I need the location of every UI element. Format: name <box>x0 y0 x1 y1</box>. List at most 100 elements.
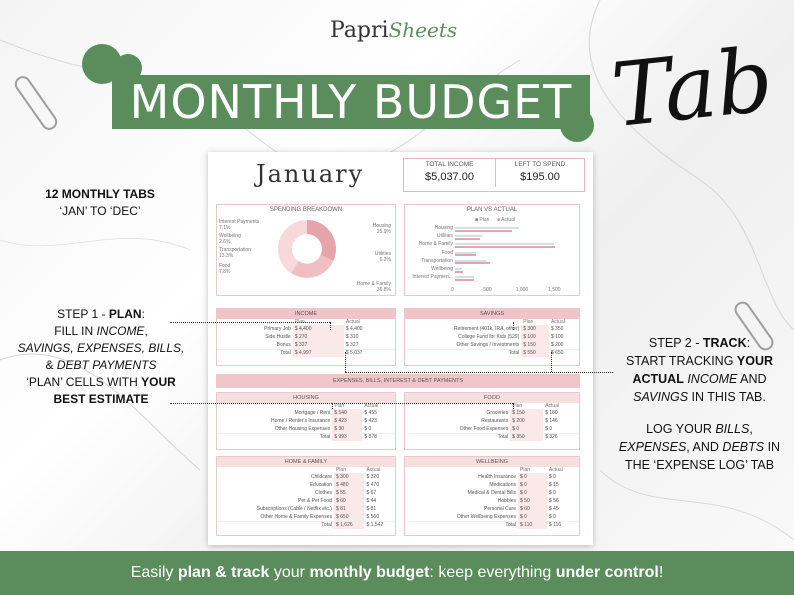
actual-cell[interactable]: $ 116 <box>546 520 579 529</box>
x-tick-label: 1,000 <box>515 287 529 293</box>
column-header: Actual <box>548 467 563 473</box>
savings-header: SAVINGS <box>405 309 579 319</box>
plan-cell[interactable]: $ 0 <box>518 473 547 481</box>
plan-cell[interactable]: $ 110 <box>518 520 547 529</box>
actual-cell[interactable]: $ 310 <box>345 334 359 340</box>
plan-cell[interactable]: $ 327 <box>292 341 344 349</box>
housing-table: Plan Actual Mortgage / Rent $ 540 $ 455 Home … <box>217 403 395 441</box>
bar-plan <box>455 251 477 254</box>
leader-line <box>345 372 613 373</box>
plan-cell[interactable]: $ 300 <box>333 473 365 481</box>
plan-vs-actual-chart: Housing Utilities Home & Family Food Transpo… <box>405 205 581 297</box>
actual-cell[interactable]: $ 44 <box>366 498 377 504</box>
actual-cell[interactable]: $ 0 <box>548 513 556 520</box>
plan-cell[interactable]: $ 550 <box>521 348 549 357</box>
plan-vs-actual-panel: PLAN VS ACTUAL ■ Plan ■ Actual Housing Ut… <box>404 204 580 296</box>
leader-line <box>170 322 330 323</box>
step1-line3: SAVINGS, EXPENSES, BILLS, <box>17 341 185 355</box>
actual-cell[interactable]: $ 67 <box>366 490 377 496</box>
step1-line6: BEST ESTIMATE <box>53 392 149 406</box>
actual-cell[interactable]: $ 650 <box>548 348 579 357</box>
donut-chart <box>278 220 336 278</box>
plan-cell[interactable]: $ 1,626 <box>333 520 365 529</box>
category-label: Utilities <box>436 233 453 240</box>
row-label: Subscriptions (Cable / Netflix etc.) <box>256 506 332 512</box>
actual-cell[interactable]: $ 326 <box>543 432 579 441</box>
plan-cell[interactable]: $ 4,400 <box>292 325 344 333</box>
food-panel: FOOD Plan Actual Groceries $ 150 $ 180 Restau… <box>404 392 580 450</box>
category-label: Wellbeing <box>431 266 453 272</box>
plan-cell[interactable]: $ 60 <box>518 505 547 513</box>
plan-cell[interactable]: $ 0 <box>518 513 547 521</box>
plan-cell[interactable]: $ 650 <box>333 513 365 521</box>
expenses-header: EXPENSES, BILLS, INTEREST & DEBT PAYMENT… <box>216 374 580 388</box>
row-label: Other Home & Family Expenses <box>260 513 332 520</box>
actual-cell[interactable]: $ 5,037 <box>343 348 395 357</box>
bar-plan <box>455 276 475 279</box>
plan-cell[interactable]: $ 100 <box>521 333 549 341</box>
table-row: Medications $ 0 $ 15 <box>405 481 579 489</box>
column-header: Plan <box>334 403 345 409</box>
plan-cell[interactable]: $ 0 <box>518 489 547 497</box>
plan-cell[interactable]: $ 0 <box>510 425 544 433</box>
step2-note: STEP 2 - TRACK: START TRACKING YOUR ACTU… <box>612 334 787 474</box>
plan-cell[interactable]: $ 350 <box>510 432 544 441</box>
plan-cell[interactable]: $ 423 <box>332 417 363 425</box>
plan-cell[interactable]: $ 300 <box>521 325 549 333</box>
plan-cell[interactable]: $ 150 <box>521 341 549 349</box>
actual-cell[interactable]: $ 100 <box>550 334 564 340</box>
actual-cell[interactable]: $ 470 <box>366 482 379 488</box>
leader-line <box>170 403 332 404</box>
monthly-tabs-range: ‘JAN’ TO ‘DEC’ <box>59 204 141 218</box>
actual-cell[interactable]: $ 180 <box>545 410 558 416</box>
table-row: Health Insurance $ 0 $ 0 <box>405 473 579 481</box>
actual-cell[interactable]: $ 81 <box>366 506 377 512</box>
plan-cell[interactable]: $ 60 <box>333 497 365 505</box>
plan-cell[interactable]: $ 0 <box>518 481 547 489</box>
actual-cell[interactable]: $ 878 <box>362 432 395 441</box>
actual-cell[interactable]: $ 45 <box>548 506 559 512</box>
actual-cell[interactable]: $ 455 <box>364 410 377 416</box>
food-header: FOOD <box>405 393 579 403</box>
actual-cell[interactable]: $ 15 <box>548 482 559 488</box>
actual-cell[interactable]: $ 350 <box>550 326 564 332</box>
leader-line <box>513 403 514 409</box>
actual-cell[interactable]: $ 0 <box>548 474 556 480</box>
row-label: Medical & Dental Bills <box>467 490 516 496</box>
row-label: Childcare <box>310 474 332 480</box>
actual-cell[interactable]: $ 1,542 <box>364 520 395 529</box>
title-banner: MONTHLY BUDGET <box>112 75 590 129</box>
plan-cell[interactable]: $ 81 <box>333 505 365 513</box>
row-label: Home / Renter's Insurance <box>270 418 331 424</box>
category-label: Home & Family <box>418 241 453 248</box>
legend-plan: ■ Plan <box>475 217 490 223</box>
plan-cell[interactable]: $ 150 <box>510 409 544 417</box>
row-label: Pet & Pet Food <box>298 498 332 504</box>
actual-cell[interactable]: $ 200 <box>550 341 564 348</box>
actual-cell[interactable]: $ 423 <box>364 418 377 424</box>
plan-cell[interactable]: $ 30 <box>332 425 363 433</box>
plan-cell[interactable]: $ 200 <box>510 417 544 425</box>
plan-cell[interactable]: $ 55 <box>333 489 365 497</box>
plan-cell[interactable]: $ 540 <box>332 409 363 417</box>
actual-cell[interactable]: $ 56 <box>548 498 559 504</box>
actual-cell[interactable]: $ 560 <box>366 513 379 520</box>
row-label: Total <box>217 432 333 441</box>
actual-cell[interactable]: $ 0 <box>548 490 556 496</box>
plan-cell[interactable]: $ 480 <box>333 481 365 489</box>
table-row: Pet & Pet Food $ 60 $ 44 <box>217 497 395 505</box>
actual-cell[interactable]: $ 0 <box>545 425 553 432</box>
home-family-panel: HOME & FAMILY Plan Actual Childcare $ 300 $ … <box>216 456 396 536</box>
savings-panel: SAVINGS Plan Actual Retirement (401k, IRA,… <box>404 308 580 366</box>
column-header: Actual <box>545 403 560 409</box>
plan-cell[interactable]: $ 993 <box>332 432 363 441</box>
actual-cell[interactable]: $ 4,400 <box>345 326 363 332</box>
actual-cell[interactable]: $ 146 <box>545 418 558 424</box>
plan-cell[interactable]: $ 4,997 <box>292 348 344 357</box>
actual-cell[interactable]: $ 320 <box>366 474 379 480</box>
actual-cell[interactable]: $ 327 <box>345 341 359 348</box>
plan-cell[interactable]: $ 270 <box>292 333 344 341</box>
actual-cell[interactable]: $ 0 <box>364 425 372 432</box>
row-label: Education <box>309 482 332 488</box>
plan-cell[interactable]: $ 50 <box>518 497 547 505</box>
